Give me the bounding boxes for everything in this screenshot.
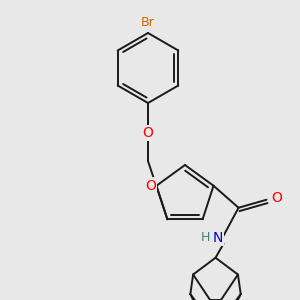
Text: N: N	[212, 231, 223, 245]
Text: Br: Br	[141, 16, 155, 29]
Text: H: H	[201, 231, 210, 244]
Text: O: O	[145, 179, 156, 193]
Text: O: O	[271, 191, 282, 205]
Text: O: O	[142, 126, 153, 140]
